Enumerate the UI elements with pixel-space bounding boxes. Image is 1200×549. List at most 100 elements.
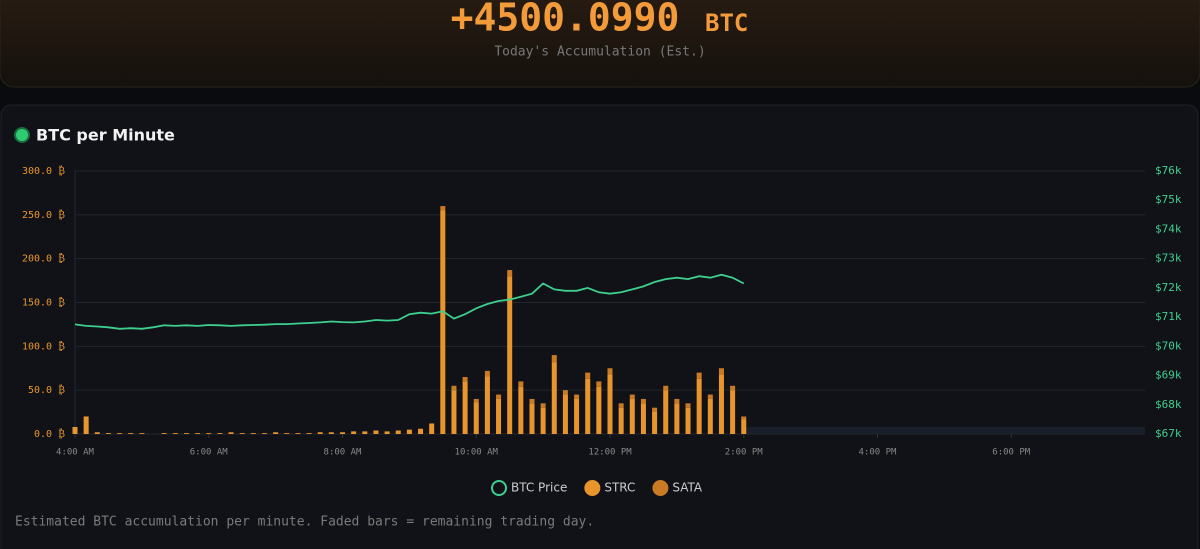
bar: [551, 355, 557, 363]
x-tick-label: 2:00 PM: [725, 448, 764, 458]
bar: [685, 403, 691, 408]
bar: [195, 433, 201, 434]
bar: [718, 374, 724, 434]
price-line: [74, 273, 745, 330]
bar: [574, 394, 580, 399]
bar: [395, 430, 401, 434]
y2-tick-label: $71k: [1155, 310, 1182, 323]
legend-swatch: [584, 480, 601, 496]
bar: [707, 394, 713, 399]
bar: [406, 429, 412, 434]
bar: [674, 398, 680, 404]
bar: [284, 433, 290, 434]
remaining-day: [743, 427, 1145, 434]
bar: [696, 372, 702, 379]
y2-tick-label: $72k: [1155, 281, 1182, 294]
header-caption: Today's Accumulation (Est.): [494, 45, 705, 60]
bar: [351, 431, 357, 434]
bar: [618, 407, 624, 434]
bar: [440, 206, 446, 211]
y2-tick-label: $74k: [1155, 222, 1182, 235]
bar: [741, 419, 747, 434]
x-tick-label: 12:00 PM: [588, 448, 632, 458]
bar: [362, 431, 368, 434]
footer-note: Estimated BTC accumulation per minute. F…: [15, 515, 594, 530]
bar: [540, 407, 546, 434]
y2-tick-label: $69k: [1155, 369, 1182, 382]
bar: [139, 433, 145, 434]
bar: [462, 381, 468, 434]
bar: [473, 402, 479, 434]
bar: [161, 433, 167, 434]
bar: [529, 398, 535, 404]
bar: [629, 398, 635, 434]
bar: [83, 416, 89, 434]
bar: [607, 368, 613, 375]
y2-tick-label: $73k: [1155, 252, 1182, 265]
y2-tick-label: $70k: [1155, 339, 1182, 352]
bar: [574, 398, 580, 434]
bar: [618, 403, 624, 408]
header-card: [0, 0, 1200, 88]
legend-swatch: [652, 480, 669, 496]
bar: [529, 403, 535, 434]
y-tick-label: 50.0 ₿: [28, 384, 65, 396]
y2-tick-label: $75k: [1155, 193, 1182, 206]
bar: [484, 370, 490, 377]
header-value: +4500.0990: [451, 0, 680, 40]
bar: [652, 411, 658, 434]
bar: [640, 398, 646, 404]
bar: [473, 398, 479, 403]
bar: [562, 394, 568, 434]
bar: [596, 386, 602, 434]
bar: [440, 210, 446, 434]
legend-swatch: [491, 480, 507, 496]
bar: [317, 432, 323, 434]
bar: [518, 386, 524, 434]
bar: [562, 390, 568, 395]
bar: [172, 433, 178, 434]
y-tick-label: 100.0 ₿: [22, 340, 65, 352]
bar: [585, 372, 591, 379]
bar: [518, 381, 524, 387]
bar: [128, 433, 134, 434]
x-tick-label: 4:00 AM: [56, 448, 95, 458]
bar: [295, 433, 301, 434]
bar: [696, 378, 702, 434]
chart-title: BTC per Minute: [36, 126, 175, 145]
bar: [328, 432, 334, 434]
bar: [663, 385, 669, 391]
title-dot: [14, 127, 30, 143]
bar: [496, 398, 502, 434]
x-tick-label: 4:00 PM: [859, 448, 898, 458]
bar: [462, 377, 468, 382]
y-tick-label: 250.0 ₿: [22, 209, 65, 221]
bar: [652, 407, 658, 412]
bar: [72, 426, 78, 434]
chart-card: [0, 104, 1199, 549]
y-tick-label: 150.0 ₿: [22, 297, 65, 309]
y2-tick-label: $67k: [1155, 427, 1182, 440]
bar: [94, 432, 100, 434]
bar: [384, 431, 390, 434]
bar: [585, 378, 591, 434]
bar: [640, 403, 646, 434]
x-tick-label: 8:00 AM: [324, 448, 363, 458]
bar: [596, 381, 602, 387]
x-tick-label: 6:00 AM: [190, 448, 229, 458]
legend-label: BTC Price: [511, 481, 567, 495]
bar: [607, 374, 613, 434]
bar: [507, 270, 513, 277]
bar: [183, 433, 189, 434]
bar: [674, 403, 680, 434]
bar: [373, 430, 379, 434]
bar: [451, 390, 457, 434]
y-tick-label: 200.0 ₿: [22, 253, 65, 265]
bar: [228, 432, 234, 434]
bar: [261, 433, 267, 434]
bar: [306, 433, 312, 434]
x-tick-label: 6:00 PM: [992, 448, 1031, 458]
bar: [239, 433, 245, 434]
bar: [206, 433, 212, 434]
